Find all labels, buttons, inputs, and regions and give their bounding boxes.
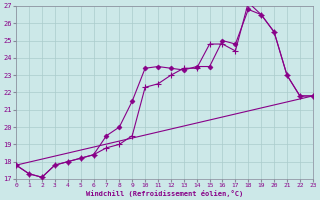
X-axis label: Windchill (Refroidissement éolien,°C): Windchill (Refroidissement éolien,°C) <box>86 190 243 197</box>
